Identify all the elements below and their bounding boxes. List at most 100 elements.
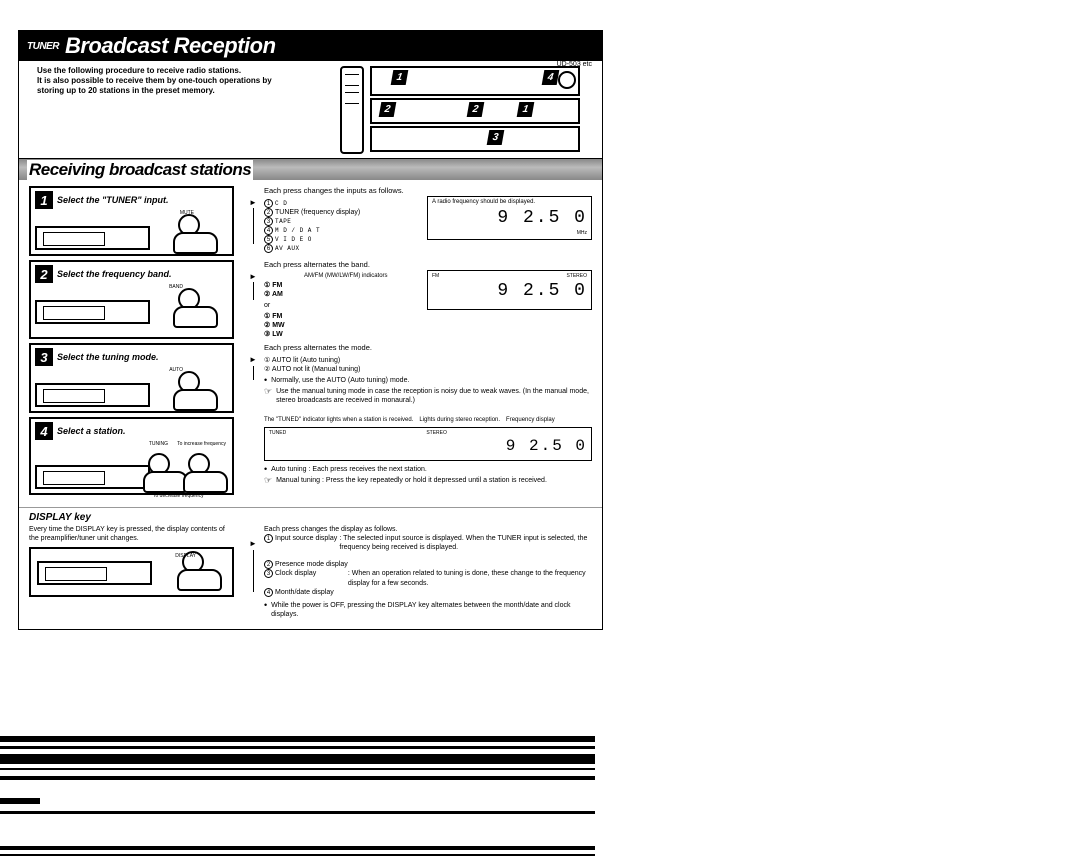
step3-explain: ► Each press alternates the mode. ① AUTO… bbox=[234, 343, 592, 413]
step1-art: MUTE bbox=[35, 212, 228, 250]
unit-outline bbox=[37, 561, 152, 585]
dk-desc3: : When an operation related to tuning is… bbox=[348, 569, 592, 587]
step2-title: Select the frequency band. bbox=[57, 269, 172, 279]
manual-line: Manual tuning : Press the key repeatedly… bbox=[276, 476, 547, 485]
dk-lead: Each press changes the display as follow… bbox=[264, 525, 592, 534]
step3-title: Select the tuning mode. bbox=[57, 352, 159, 362]
display-key-title: DISPLAY key bbox=[29, 512, 592, 523]
arrow-loop-icon: ► bbox=[249, 272, 259, 300]
unit-outline bbox=[35, 383, 150, 407]
input-3: TAPE bbox=[275, 218, 291, 225]
badge-3: 3 bbox=[486, 130, 504, 145]
step4-number: 4 bbox=[35, 422, 53, 440]
panel-note: A radio frequency should be displayed. bbox=[432, 199, 587, 207]
display-panel-2: FMSTEREO 9 2.5 0 bbox=[427, 270, 592, 310]
fm1: ① FM bbox=[264, 282, 282, 289]
tuned-note: The "TUNED" indicator lights when a stat… bbox=[264, 417, 413, 425]
badge-4: 4 bbox=[541, 70, 559, 85]
dk-item1: Input source display bbox=[275, 535, 337, 542]
dk-item3: Clock display bbox=[275, 570, 316, 577]
content-area: 1 Select the "TUNER" input. MUTE ► Each … bbox=[19, 180, 602, 507]
panel1-unit: MHz bbox=[577, 230, 587, 237]
badge-1b: 1 bbox=[516, 102, 534, 117]
intro-line-1: Use the following procedure to receive r… bbox=[37, 66, 241, 75]
lights-note: Lights during stereo reception. bbox=[419, 417, 500, 425]
band-label: BAND bbox=[169, 284, 183, 290]
step2-number: 2 bbox=[35, 265, 53, 283]
badge-2b: 2 bbox=[466, 102, 484, 117]
auto-label: AUTO bbox=[169, 367, 183, 373]
step2-explain: ► Each press alternates the band. AM/FM … bbox=[234, 260, 592, 339]
remote-outline bbox=[340, 66, 364, 154]
intro-line-3: storing up to 20 stations in the preset … bbox=[37, 86, 215, 95]
unit-outline bbox=[35, 465, 150, 489]
knob-icon bbox=[558, 71, 576, 89]
dk-intro: Every time the DISPLAY key is pressed, t… bbox=[29, 525, 234, 543]
dk-right: ► Each press changes the display as foll… bbox=[234, 525, 592, 619]
step4-title: Select a station. bbox=[57, 426, 126, 436]
dk-art: DISPLAY bbox=[29, 547, 234, 597]
step-row-2: 2 Select the frequency band. BAND ► Each… bbox=[29, 260, 592, 339]
arrow-loop-icon: ► bbox=[249, 198, 259, 244]
am: ② AM bbox=[264, 291, 283, 298]
tuning-label: TUNING bbox=[149, 441, 168, 447]
step1-title: Select the "TUNER" input. bbox=[57, 195, 169, 205]
manual-page: TUNER Broadcast Reception UD-503 etc Use… bbox=[18, 30, 603, 630]
step3-bullet1: Normally, use the AUTO (Auto tuning) mod… bbox=[271, 376, 409, 385]
step1-number: 1 bbox=[35, 191, 53, 209]
step3-lead: Each press alternates the mode. bbox=[264, 343, 592, 353]
hero-unit-mid: 2 2 1 bbox=[370, 98, 580, 124]
sub-heading-text: Receiving broadcast stations bbox=[27, 160, 253, 180]
hand-icon bbox=[168, 371, 218, 411]
step2-lead: Each press alternates the band. bbox=[264, 260, 592, 270]
banner-title: Broadcast Reception bbox=[65, 33, 276, 59]
intro-line-2: It is also possible to receive them by o… bbox=[37, 76, 272, 85]
panel4-freq: 9 2.5 0 bbox=[269, 436, 587, 457]
dk-note: While the power is OFF, pressing the DIS… bbox=[271, 601, 592, 619]
tuner-icon-label: TUNER bbox=[27, 41, 59, 52]
mw: ② MW bbox=[264, 322, 285, 329]
step1-explain: ► Each press changes the inputs as follo… bbox=[234, 186, 592, 256]
input-2: TUNER (frequency display) bbox=[275, 209, 360, 216]
intro-row: Use the following procedure to receive r… bbox=[19, 61, 602, 158]
step3-number: 3 bbox=[35, 348, 53, 366]
step-row-4: 4 Select a station. To increase frequenc… bbox=[29, 417, 592, 495]
display-panel-4: TUNEDSTEREO 9 2.5 0 bbox=[264, 427, 592, 461]
intro-text: Use the following procedure to receive r… bbox=[37, 66, 317, 154]
scan-artifacts bbox=[0, 736, 595, 864]
step3-box: 3 Select the tuning mode. AUTO bbox=[29, 343, 234, 413]
step-row-3: 3 Select the tuning mode. AUTO ► Each pr… bbox=[29, 343, 592, 413]
dk-item2: Presence mode display bbox=[275, 561, 348, 568]
display-key-section: DISPLAY key Every time the DISPLAY key i… bbox=[19, 507, 602, 629]
fdisp-note: Frequency display bbox=[506, 417, 555, 425]
panel2-freq: 9 2.5 0 bbox=[432, 280, 587, 303]
mute-label: MUTE bbox=[180, 210, 194, 216]
step4-box: 4 Select a station. To increase frequenc… bbox=[29, 417, 234, 495]
hand-icon bbox=[168, 214, 218, 254]
step1-lead: Each press changes the inputs as follows… bbox=[264, 186, 592, 196]
hero-diagram: 1 4 2 2 1 3 bbox=[327, 66, 592, 154]
step2-art: BAND bbox=[35, 286, 228, 324]
step1-box: 1 Select the "TUNER" input. MUTE bbox=[29, 186, 234, 256]
unit-outline bbox=[35, 226, 150, 250]
arrow-loop-icon: ► bbox=[249, 355, 259, 379]
hero-stack: 1 4 2 2 1 3 bbox=[370, 66, 580, 154]
arrow-loop-icon: ► bbox=[249, 539, 259, 591]
step3-art: AUTO bbox=[35, 369, 228, 407]
input-1: C D bbox=[275, 200, 287, 207]
display-btn-label: DISPLAY bbox=[175, 553, 196, 559]
step-row-1: 1 Select the "TUNER" input. MUTE ► Each … bbox=[29, 186, 592, 256]
badge-2a: 2 bbox=[378, 102, 396, 117]
auto-off: ② AUTO not lit (Manual tuning) bbox=[264, 365, 592, 374]
input-6: AV AUX bbox=[275, 245, 300, 252]
input-4: M D / D A T bbox=[275, 227, 320, 234]
step4-art: To increase frequency To decrease freque… bbox=[35, 443, 228, 489]
inc-label: To increase frequency bbox=[177, 441, 226, 447]
sub-heading: Receiving broadcast stations bbox=[19, 158, 602, 180]
panel1-freq: 9 2.5 0 bbox=[432, 207, 587, 230]
dk-desc1: : The selected input source is displayed… bbox=[339, 534, 592, 552]
hero-unit-top: 1 4 bbox=[370, 66, 580, 96]
dk-item4: Month/date display bbox=[275, 589, 334, 596]
auto-on: ① AUTO lit (Auto tuning) bbox=[264, 356, 592, 365]
dec-label: To decrease frequency bbox=[153, 493, 204, 499]
